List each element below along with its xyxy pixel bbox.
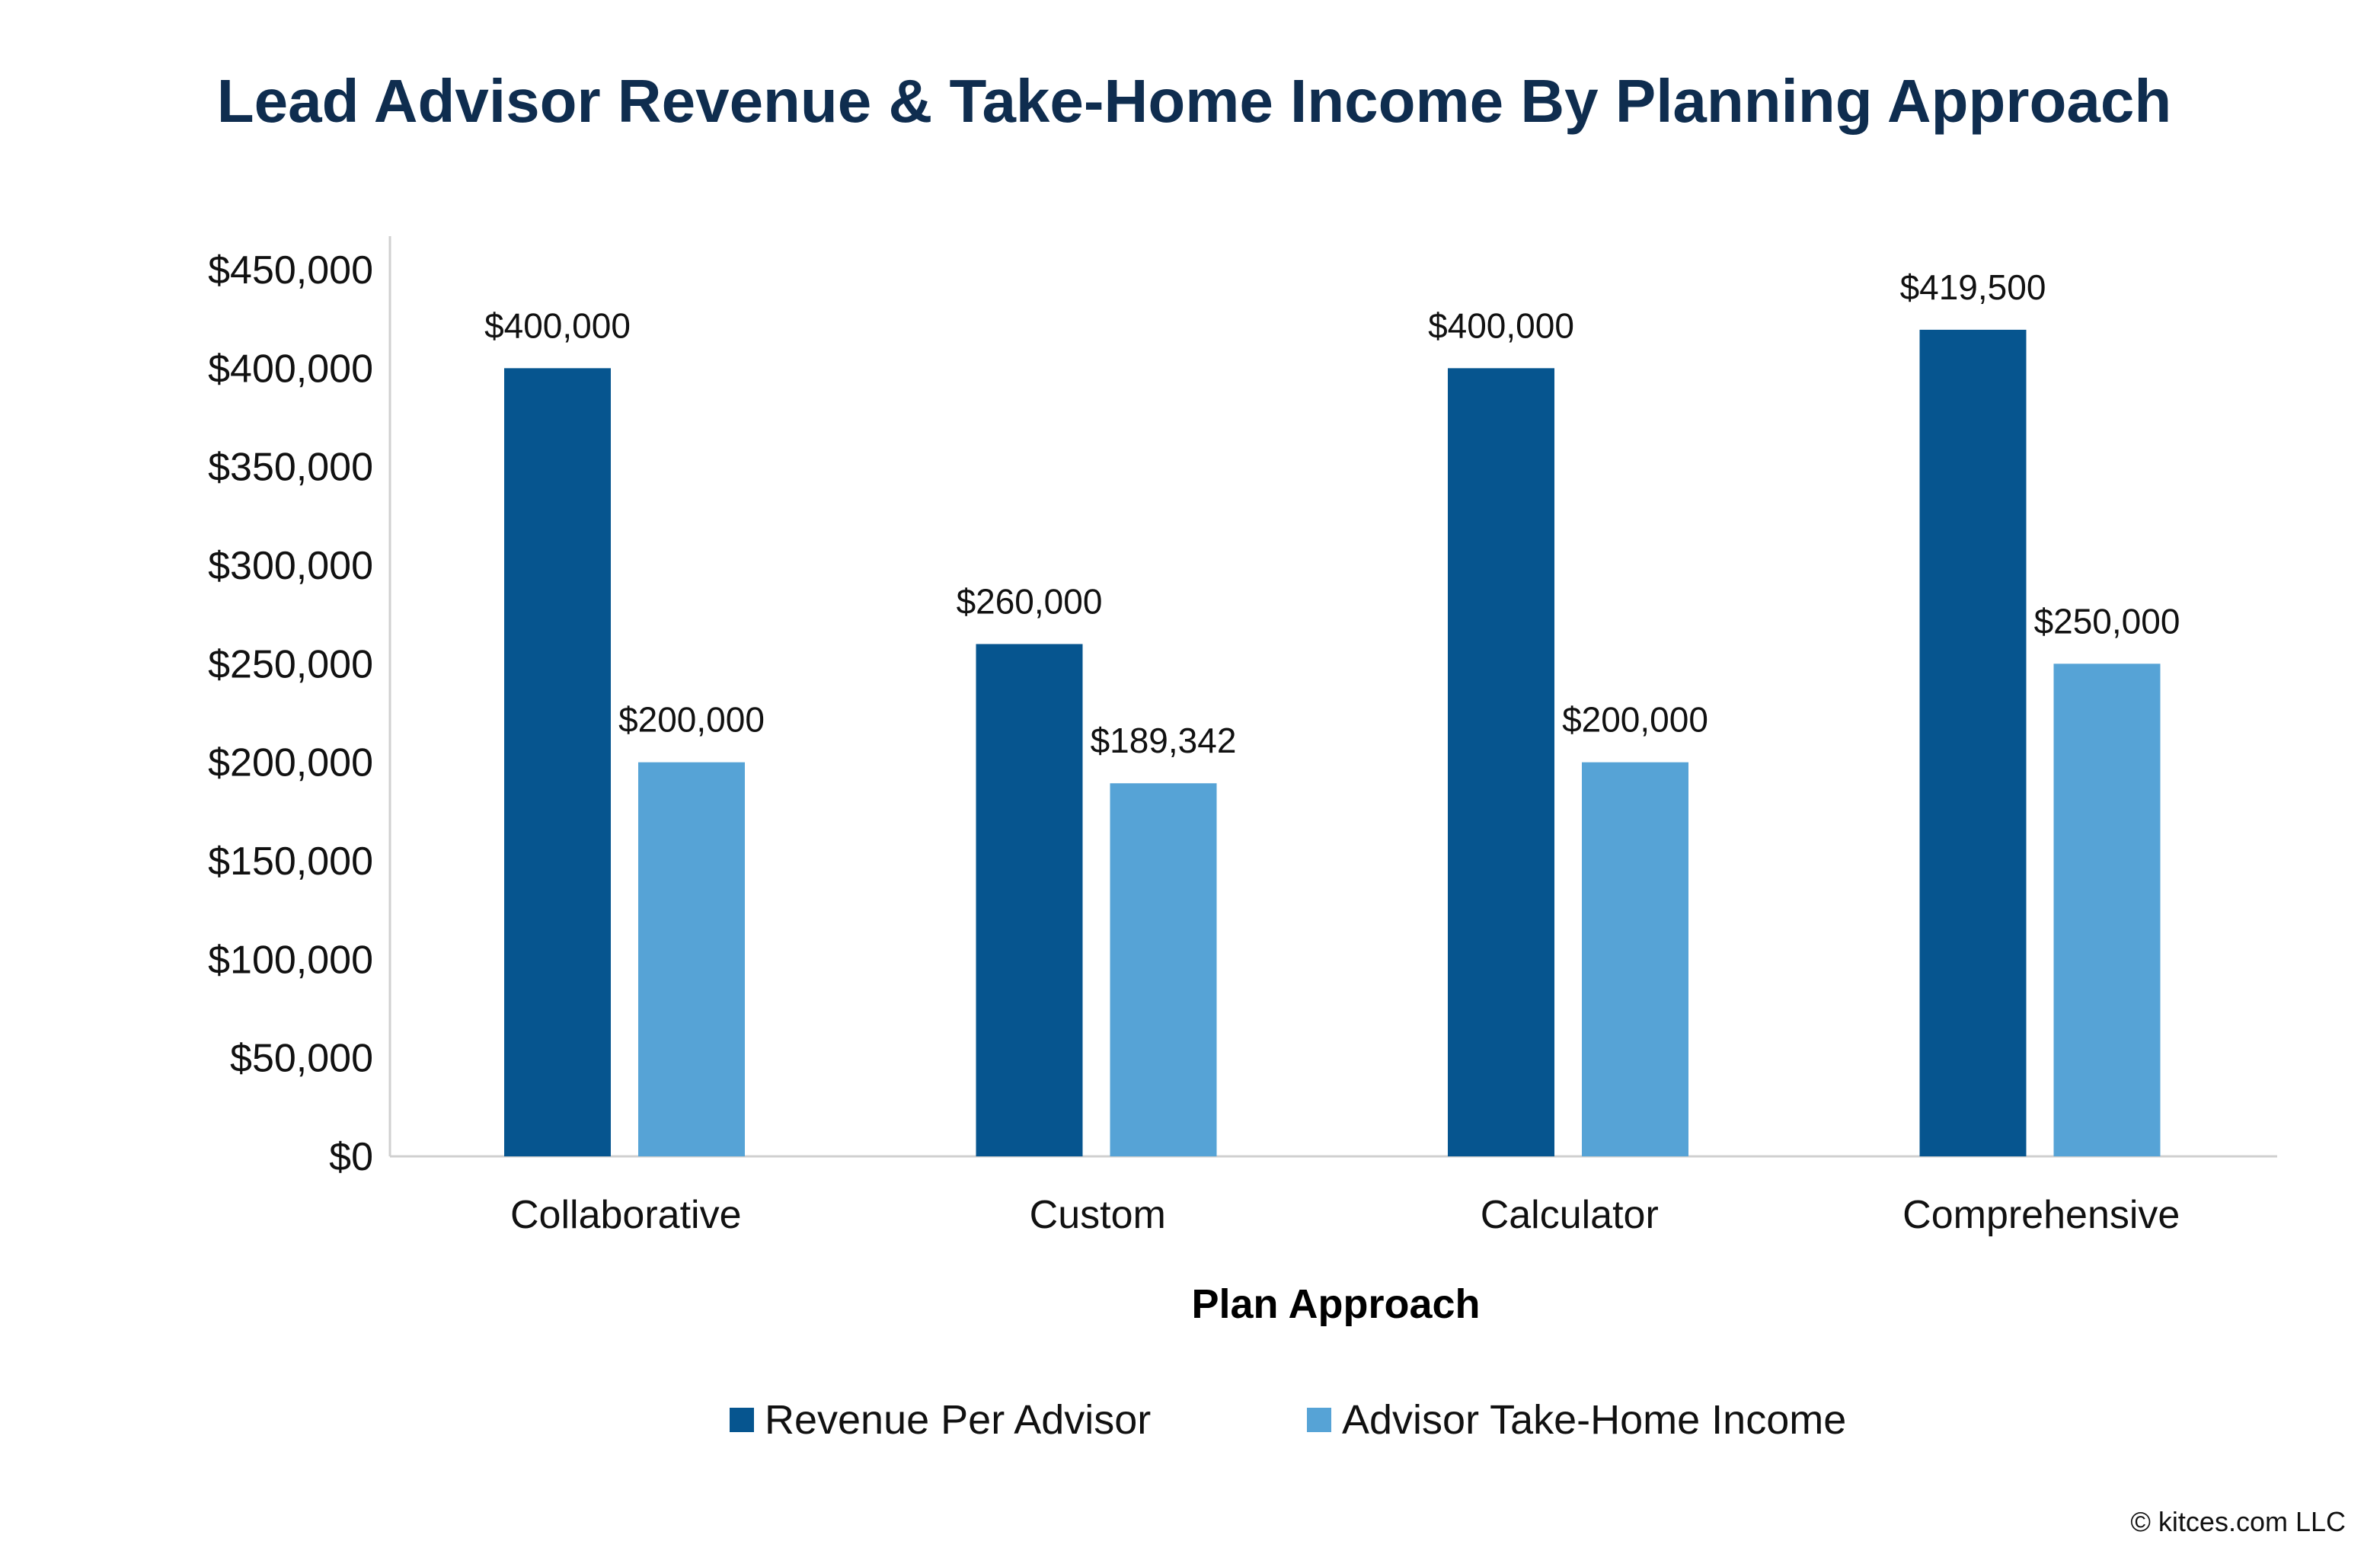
legend-label-take-home: Advisor Take-Home Income <box>1342 1397 1846 1443</box>
y-tick-label: $50,000 <box>230 1037 373 1081</box>
x-tick-label: Calculator <box>1481 1193 1659 1237</box>
bar-take-home <box>1582 762 1688 1156</box>
y-tick-label: $400,000 <box>208 347 373 391</box>
bar-revenue <box>976 644 1083 1156</box>
y-tick-label: $200,000 <box>208 741 373 785</box>
legend-swatch-revenue <box>730 1408 754 1432</box>
bar-revenue <box>504 368 611 1156</box>
legend: Revenue Per Advisor Advisor Take-Home In… <box>730 1397 1846 1443</box>
chart-title: Lead Advisor Revenue & Take-Home Income … <box>217 67 2171 135</box>
y-tick-label: $350,000 <box>208 446 373 490</box>
data-label: $400,000 <box>484 305 631 345</box>
data-label: $250,000 <box>2034 601 2180 641</box>
legend-swatch-take-home <box>1307 1408 1331 1432</box>
data-label: $200,000 <box>1562 700 1708 740</box>
bar-take-home <box>638 762 745 1156</box>
copyright: © kitces.com LLC <box>2130 1506 2346 1537</box>
data-label: $200,000 <box>618 700 765 740</box>
y-tick-label: $250,000 <box>208 642 373 686</box>
y-tick-label: $150,000 <box>208 839 373 884</box>
y-tick-label: $0 <box>329 1135 373 1179</box>
data-label: $260,000 <box>957 581 1103 621</box>
bar-revenue <box>1919 329 2027 1157</box>
x-tick-label: Custom <box>1030 1193 1166 1237</box>
data-label: $400,000 <box>1428 305 1574 345</box>
x-tick-label: Comprehensive <box>1902 1193 2180 1237</box>
y-tick-label: $450,000 <box>208 248 373 293</box>
bar-take-home <box>1110 783 1217 1156</box>
y-tick-label: $100,000 <box>208 938 373 982</box>
x-axis-label: Plan Approach <box>1191 1281 1480 1327</box>
x-tick-label: Collaborative <box>510 1193 742 1237</box>
y-tick-label: $300,000 <box>208 544 373 588</box>
bar-revenue <box>1448 368 1554 1156</box>
legend-label-revenue: Revenue Per Advisor <box>765 1397 1151 1443</box>
data-label: $419,500 <box>1900 267 2046 307</box>
data-label: $189,342 <box>1091 721 1237 760</box>
bar-take-home <box>2053 663 2161 1156</box>
